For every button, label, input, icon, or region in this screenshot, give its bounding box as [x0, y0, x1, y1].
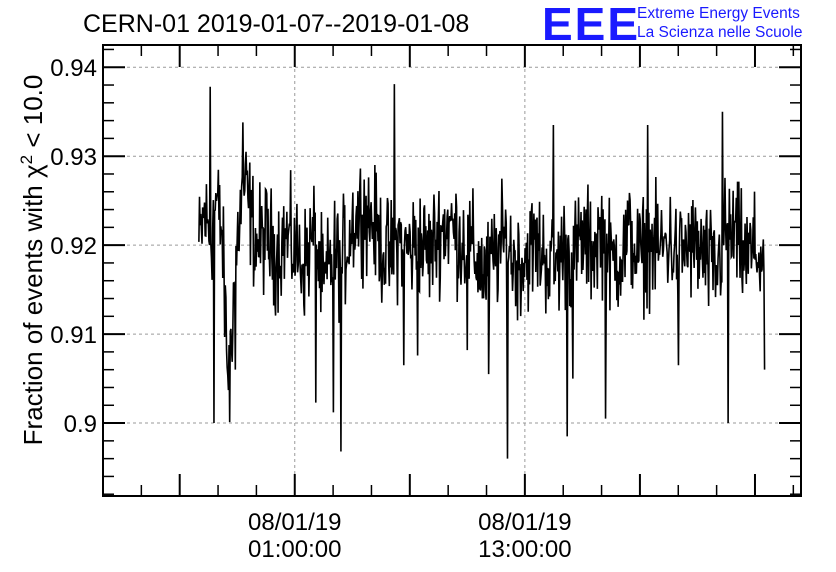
y-axis-label: Fraction of events with χ2 < 10.0: [17, 74, 48, 446]
y-tick-label: 0.93: [50, 144, 97, 171]
y-tick-label: 0.91: [50, 322, 97, 349]
y-tick-label: 0.92: [50, 233, 97, 260]
axis-ticks: [103, 45, 801, 496]
x-tick-label: 08/01/19 01:00:00: [248, 509, 341, 563]
data-series-line: [198, 84, 766, 459]
chart-title: CERN-01 2019-01-07--2019-01-08: [83, 10, 470, 38]
plot-frame: [102, 44, 802, 497]
eee-logo: EEE: [542, 0, 641, 50]
tick-labels: 0.9 0.91 0.92 0.93 0.94 08/01/19 01:00:00 08/01…: [50, 55, 571, 563]
series-line: [198, 84, 766, 459]
y-tick-label: 0.94: [50, 55, 97, 82]
y-tick-label: 0.9: [64, 411, 97, 438]
logo-line-1: Extreme Energy Events: [637, 5, 800, 22]
grid-lines: [103, 45, 801, 496]
x-tick-label: 08/01/19 13:00:00: [478, 509, 571, 563]
logo-line-2: La Scienza nelle Scuole: [637, 24, 803, 41]
